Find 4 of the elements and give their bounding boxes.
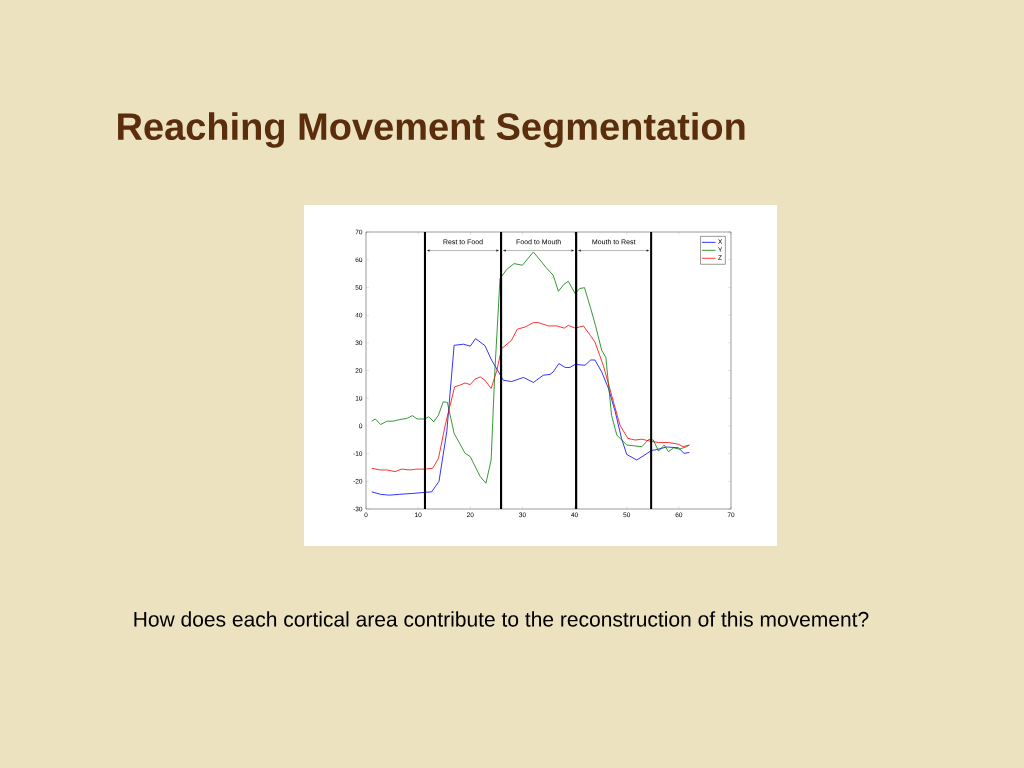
line-series [371, 338, 690, 496]
line-series [371, 251, 690, 484]
text: How does each cortical area contribute to the reconstruction of this movement? [134, 611, 869, 627]
chart-title: Reaching Movement Segmentation [118, 112, 745, 148]
